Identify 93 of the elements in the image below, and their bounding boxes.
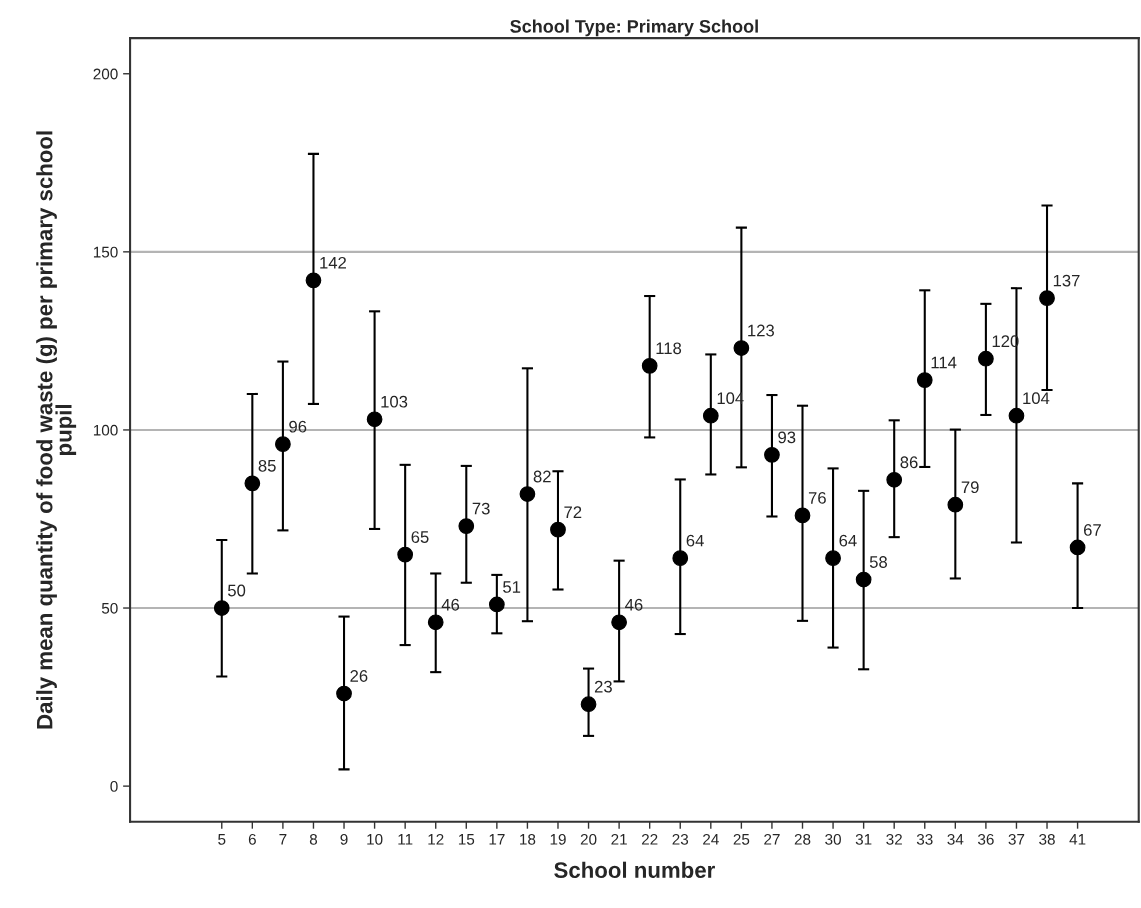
data-label: 65 bbox=[411, 531, 429, 543]
y-tick-label: 200 bbox=[93, 68, 118, 80]
chart-title: School Type: Primary School bbox=[510, 19, 758, 37]
x-tick-label: 6 bbox=[248, 833, 256, 845]
data-label: 142 bbox=[320, 256, 346, 269]
point bbox=[978, 350, 994, 367]
point bbox=[672, 550, 689, 567]
point bbox=[488, 596, 505, 613]
data-label: 85 bbox=[258, 459, 276, 472]
point bbox=[733, 340, 750, 356]
data-label: 103 bbox=[381, 395, 408, 408]
x-tick-label: 19 bbox=[550, 833, 566, 845]
data-label: 58 bbox=[869, 556, 887, 568]
x-tick-label: 20 bbox=[580, 833, 597, 845]
x-tick-label: 41 bbox=[1069, 834, 1086, 845]
data-label: 72 bbox=[564, 506, 582, 518]
point bbox=[550, 521, 566, 538]
data-label: 67 bbox=[1083, 524, 1101, 536]
point bbox=[458, 518, 475, 534]
x-tick-label: 21 bbox=[611, 833, 627, 845]
data-label: 137 bbox=[1053, 274, 1080, 287]
point bbox=[519, 486, 536, 502]
y-axis-title: Daily mean quantity of food waste (g) per primary school pupil bbox=[36, 131, 77, 729]
point bbox=[1039, 290, 1055, 307]
point bbox=[580, 696, 597, 713]
x-tick-label: 37 bbox=[1008, 833, 1025, 845]
x-tick-label: 12 bbox=[428, 833, 444, 845]
x-tick-label: 5 bbox=[218, 834, 226, 845]
point bbox=[366, 411, 383, 428]
x-tick-label: 10 bbox=[367, 833, 383, 845]
data-label: 51 bbox=[503, 581, 521, 593]
data-label: 118 bbox=[656, 342, 682, 355]
data-label: 96 bbox=[289, 420, 307, 433]
x-tick-label: 25 bbox=[733, 833, 750, 845]
point bbox=[794, 507, 811, 524]
y-tick-label: 150 bbox=[93, 246, 118, 258]
x-tick-label: 7 bbox=[279, 834, 287, 845]
point bbox=[641, 357, 658, 374]
x-tick-label: 9 bbox=[340, 833, 348, 845]
point bbox=[1069, 539, 1086, 556]
data-label: 93 bbox=[778, 431, 796, 444]
x-tick-label: 31 bbox=[855, 833, 872, 845]
point bbox=[213, 600, 230, 616]
x-tick-label: 34 bbox=[947, 833, 964, 845]
point bbox=[397, 546, 414, 563]
x-tick-label: 23 bbox=[672, 833, 689, 845]
point bbox=[916, 372, 933, 388]
data-label: 46 bbox=[441, 598, 460, 611]
x-tick-label: 15 bbox=[458, 834, 475, 845]
data-label: 64 bbox=[686, 534, 704, 547]
x-tick-label: 32 bbox=[886, 833, 902, 845]
data-label: 23 bbox=[594, 680, 612, 693]
data-label: 79 bbox=[961, 481, 979, 494]
data-label: 26 bbox=[350, 670, 368, 682]
x-tick-label: 38 bbox=[1039, 833, 1055, 845]
point bbox=[611, 614, 627, 631]
point bbox=[305, 272, 322, 289]
point bbox=[702, 407, 719, 424]
data-label: 64 bbox=[839, 534, 857, 547]
point bbox=[825, 550, 841, 567]
x-tick-label: 24 bbox=[703, 833, 719, 845]
point bbox=[947, 496, 964, 513]
point bbox=[764, 447, 780, 463]
data-label: 104 bbox=[1023, 392, 1050, 405]
point bbox=[275, 436, 291, 453]
x-tick-label: 33 bbox=[916, 833, 933, 845]
point bbox=[855, 571, 872, 588]
x-tick-label: 22 bbox=[641, 833, 658, 845]
point bbox=[336, 685, 352, 702]
x-tick-label: 17 bbox=[489, 834, 505, 845]
data-label: 73 bbox=[472, 502, 490, 515]
x-tick-label: 30 bbox=[825, 833, 841, 845]
data-label: 86 bbox=[900, 456, 918, 469]
x-tick-label: 27 bbox=[764, 833, 780, 845]
x-tick-label: 36 bbox=[977, 833, 994, 845]
x-tick-label: 8 bbox=[309, 833, 318, 845]
data-label: 76 bbox=[808, 491, 826, 504]
data-label: 114 bbox=[931, 356, 957, 369]
point bbox=[886, 471, 903, 488]
x-tick-label: 11 bbox=[398, 834, 413, 845]
x-tick-label: 28 bbox=[794, 833, 811, 845]
data-label: 123 bbox=[748, 324, 774, 337]
data-label: 46 bbox=[625, 598, 643, 611]
point bbox=[427, 614, 444, 631]
point bbox=[244, 475, 261, 492]
y-tick-label: 0 bbox=[110, 780, 118, 792]
x-tick-label: 18 bbox=[520, 833, 536, 845]
data-label: 50 bbox=[227, 584, 246, 597]
y-tick-label: 50 bbox=[101, 602, 118, 614]
x-axis-title: School number bbox=[554, 861, 715, 878]
point bbox=[1008, 407, 1025, 424]
y-tick-label: 100 bbox=[93, 424, 118, 436]
data-label: 82 bbox=[533, 470, 551, 483]
